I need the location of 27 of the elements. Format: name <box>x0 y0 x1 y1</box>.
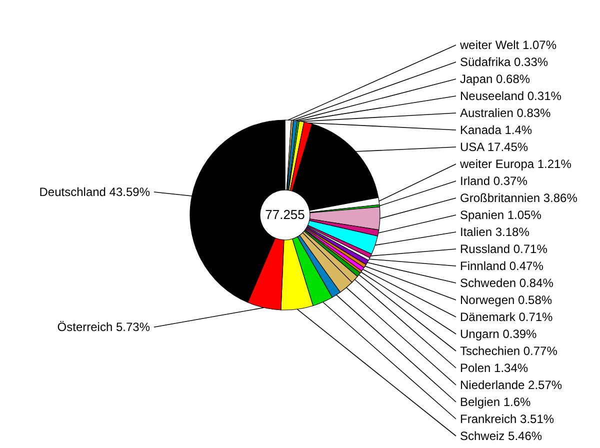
slice-label: Dänemark 0.71% <box>460 310 554 324</box>
slice-label: Südafrika 0.33% <box>460 55 548 69</box>
slice-label: Schweiz 5.46% <box>460 429 542 443</box>
slice-label: Italien 3.18% <box>460 225 530 239</box>
slice-label: weiter Europa 1.21% <box>459 157 572 171</box>
slice-label: Finnland 0.47% <box>460 259 544 273</box>
slice-label: Irland 0.37% <box>460 174 528 188</box>
slice-label: Norwegen 0.58% <box>460 293 552 307</box>
slice-label: Australien 0.83% <box>460 106 552 120</box>
slice-label: Japan 0.68% <box>460 72 530 86</box>
slice-label: Großbritannien 3.86% <box>460 191 578 205</box>
slice-label: Spanien 1.05% <box>460 208 542 222</box>
slice-label: Neuseeland 0.31% <box>460 89 562 103</box>
slice-label: Niederlande 2.57% <box>460 378 562 392</box>
slice-label: Polen 1.34% <box>460 361 528 375</box>
slice-label: weiter Welt 1.07% <box>459 38 557 52</box>
slice-label: Kanada 1.4% <box>460 123 532 137</box>
slice-label: USA 17.45% <box>460 140 528 154</box>
slice-label: Frankreich 3.51% <box>460 412 554 426</box>
slice-label: Russland 0.71% <box>460 242 548 256</box>
slice-label: Deutschland 43.59% <box>39 184 150 199</box>
slice-label: Ungarn 0.39% <box>460 327 538 341</box>
slice-label: Tschechien 0.77% <box>460 344 558 358</box>
text: 77.255 <box>265 207 305 222</box>
slice-label: Österreich 5.73% <box>57 320 150 334</box>
slice-label: Schweden 0.84% <box>460 276 554 290</box>
slice-label: Belgien 1.6% <box>460 395 532 409</box>
